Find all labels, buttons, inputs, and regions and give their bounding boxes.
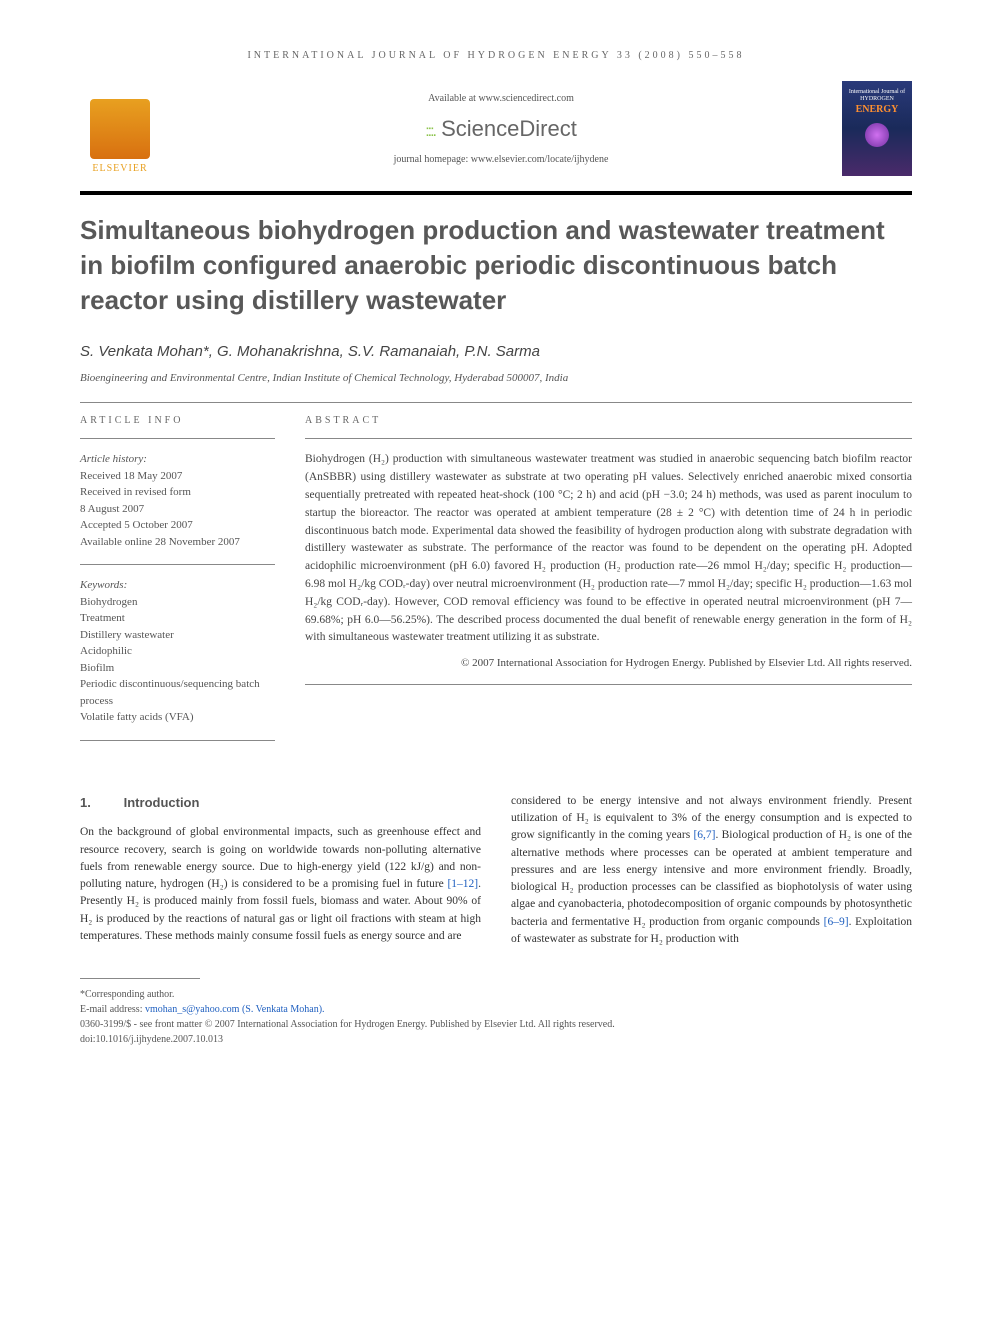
keyword-item: Biohydrogen (80, 594, 275, 611)
elsevier-label: ELSEVIER (92, 163, 147, 174)
keyword-item: Treatment (80, 610, 275, 627)
keywords-label: Keywords: (80, 577, 275, 594)
divider (80, 564, 275, 565)
section-1-heading: 1. Introduction (80, 793, 481, 813)
divider (305, 684, 912, 685)
email-link[interactable]: vmohan_s@yahoo.com (S. Venkata Mohan). (145, 1004, 325, 1015)
email-label: E-mail address: (80, 1004, 145, 1015)
keyword-item: Acidophilic (80, 643, 275, 660)
body-columns: 1. Introduction On the background of glo… (80, 793, 912, 948)
divider (80, 438, 275, 439)
body-paragraph: On the background of global environmenta… (80, 824, 481, 945)
ref-link[interactable]: [1–12] (447, 878, 478, 890)
journal-header-line: INTERNATIONAL JOURNAL OF HYDROGEN ENERGY… (80, 50, 912, 61)
divider (80, 740, 275, 741)
section-title: Introduction (124, 795, 200, 810)
elsevier-tree-icon (90, 99, 150, 159)
history-accepted: Accepted 5 October 2007 (80, 517, 275, 534)
section-number: 1. (80, 793, 120, 813)
body-text: On the background of global environmenta… (80, 826, 481, 890)
cover-line1: International Journal of (849, 89, 905, 96)
center-header: Available at www.sciencedirect.com :::. … (160, 93, 842, 165)
history-online: Available online 28 November 2007 (80, 534, 275, 551)
ref-link[interactable]: [6,7] (693, 829, 715, 841)
footer-separator (80, 978, 200, 979)
footer-block: *Corresponding author. E-mail address: v… (80, 987, 912, 1047)
sciencedirect-dots-icon: :::. (425, 123, 435, 140)
email-line: E-mail address: vmohan_s@yahoo.com (S. V… (80, 1002, 912, 1017)
divider (305, 438, 912, 439)
article-meta-block: ARTICLE INFO Article history: Received 1… (80, 415, 912, 753)
history-received: Received 18 May 2007 (80, 468, 275, 485)
journal-cover-thumbnail: International Journal of HYDROGEN ENERGY (842, 81, 912, 176)
history-revised-date: 8 August 2007 (80, 501, 275, 518)
article-history: Article history: Received 18 May 2007 Re… (80, 451, 275, 550)
cover-graphic-icon (865, 123, 889, 147)
cover-line3: ENERGY (856, 104, 899, 115)
article-title: Simultaneous biohydrogen production and … (80, 213, 912, 318)
abstract-column: ABSTRACT Biohydrogen (H₂) production wit… (305, 415, 912, 753)
body-text: . Biological production of H₂ is one of … (511, 829, 912, 927)
body-paragraph: considered to be energy intensive and no… (511, 793, 912, 948)
doi-line: doi:10.1016/j.ijhydene.2007.10.013 (80, 1032, 912, 1047)
available-at-line: Available at www.sciencedirect.com (160, 93, 842, 104)
article-info-label: ARTICLE INFO (80, 415, 275, 426)
title-separator-bar (80, 191, 912, 195)
journal-homepage-line: journal homepage: www.elsevier.com/locat… (160, 154, 842, 165)
keyword-item: Periodic discontinuous/sequencing batch … (80, 676, 275, 709)
body-right-column: considered to be energy intensive and no… (511, 793, 912, 948)
keyword-item: Biofilm (80, 660, 275, 677)
publisher-header: ELSEVIER Available at www.sciencedirect.… (80, 81, 912, 176)
copyright-line: © 2007 International Association for Hyd… (305, 655, 912, 672)
keyword-item: Distillery wastewater (80, 627, 275, 644)
cover-line2: HYDROGEN (860, 96, 894, 103)
corresponding-author: *Corresponding author. (80, 987, 912, 1002)
divider (80, 402, 912, 403)
body-left-column: 1. Introduction On the background of glo… (80, 793, 481, 948)
abstract-text: Biohydrogen (H₂) production with simulta… (305, 451, 912, 647)
author-list: S. Venkata Mohan*, G. Mohanakrishna, S.V… (80, 343, 912, 360)
sciencedirect-logo: :::. ScienceDirect (160, 116, 842, 142)
ref-link[interactable]: [6–9] (824, 916, 849, 928)
keywords-block: Keywords: Biohydrogen Treatment Distille… (80, 577, 275, 726)
keyword-item: Volatile fatty acids (VFA) (80, 709, 275, 726)
affiliation: Bioengineering and Environmental Centre,… (80, 372, 912, 384)
abstract-label: ABSTRACT (305, 415, 912, 426)
sciencedirect-label: ScienceDirect (441, 116, 577, 141)
history-label: Article history: (80, 451, 275, 468)
front-matter-line: 0360-3199/$ - see front matter © 2007 In… (80, 1017, 912, 1032)
history-revised: Received in revised form (80, 484, 275, 501)
article-info-column: ARTICLE INFO Article history: Received 1… (80, 415, 275, 753)
elsevier-logo: ELSEVIER (80, 84, 160, 174)
